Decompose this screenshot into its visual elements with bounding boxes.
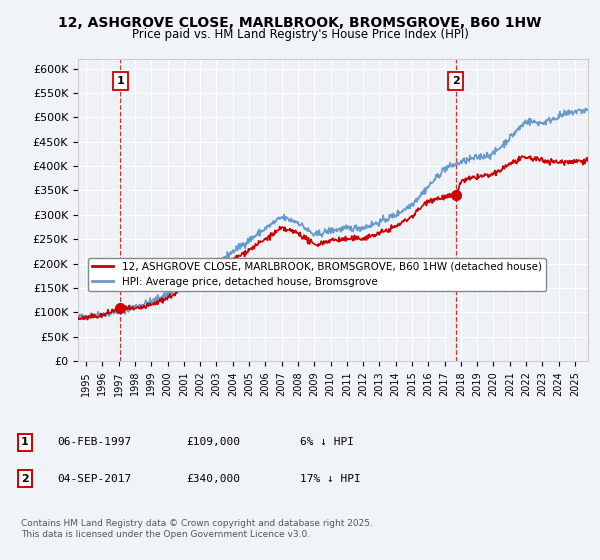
Text: 2: 2 [452,76,460,86]
Legend: 12, ASHGROVE CLOSE, MARLBROOK, BROMSGROVE, B60 1HW (detached house), HPI: Averag: 12, ASHGROVE CLOSE, MARLBROOK, BROMSGROV… [88,258,546,291]
Text: 6% ↓ HPI: 6% ↓ HPI [300,437,354,447]
Text: £109,000: £109,000 [186,437,240,447]
Text: 06-FEB-1997: 06-FEB-1997 [57,437,131,447]
Text: 1: 1 [21,437,29,447]
Text: £340,000: £340,000 [186,474,240,484]
Text: Contains HM Land Registry data © Crown copyright and database right 2025.
This d: Contains HM Land Registry data © Crown c… [21,519,373,539]
Text: 04-SEP-2017: 04-SEP-2017 [57,474,131,484]
Text: Price paid vs. HM Land Registry's House Price Index (HPI): Price paid vs. HM Land Registry's House … [131,28,469,41]
Text: 1: 1 [116,76,124,86]
Text: 12, ASHGROVE CLOSE, MARLBROOK, BROMSGROVE, B60 1HW: 12, ASHGROVE CLOSE, MARLBROOK, BROMSGROV… [58,16,542,30]
Text: 17% ↓ HPI: 17% ↓ HPI [300,474,361,484]
Text: 2: 2 [21,474,29,484]
